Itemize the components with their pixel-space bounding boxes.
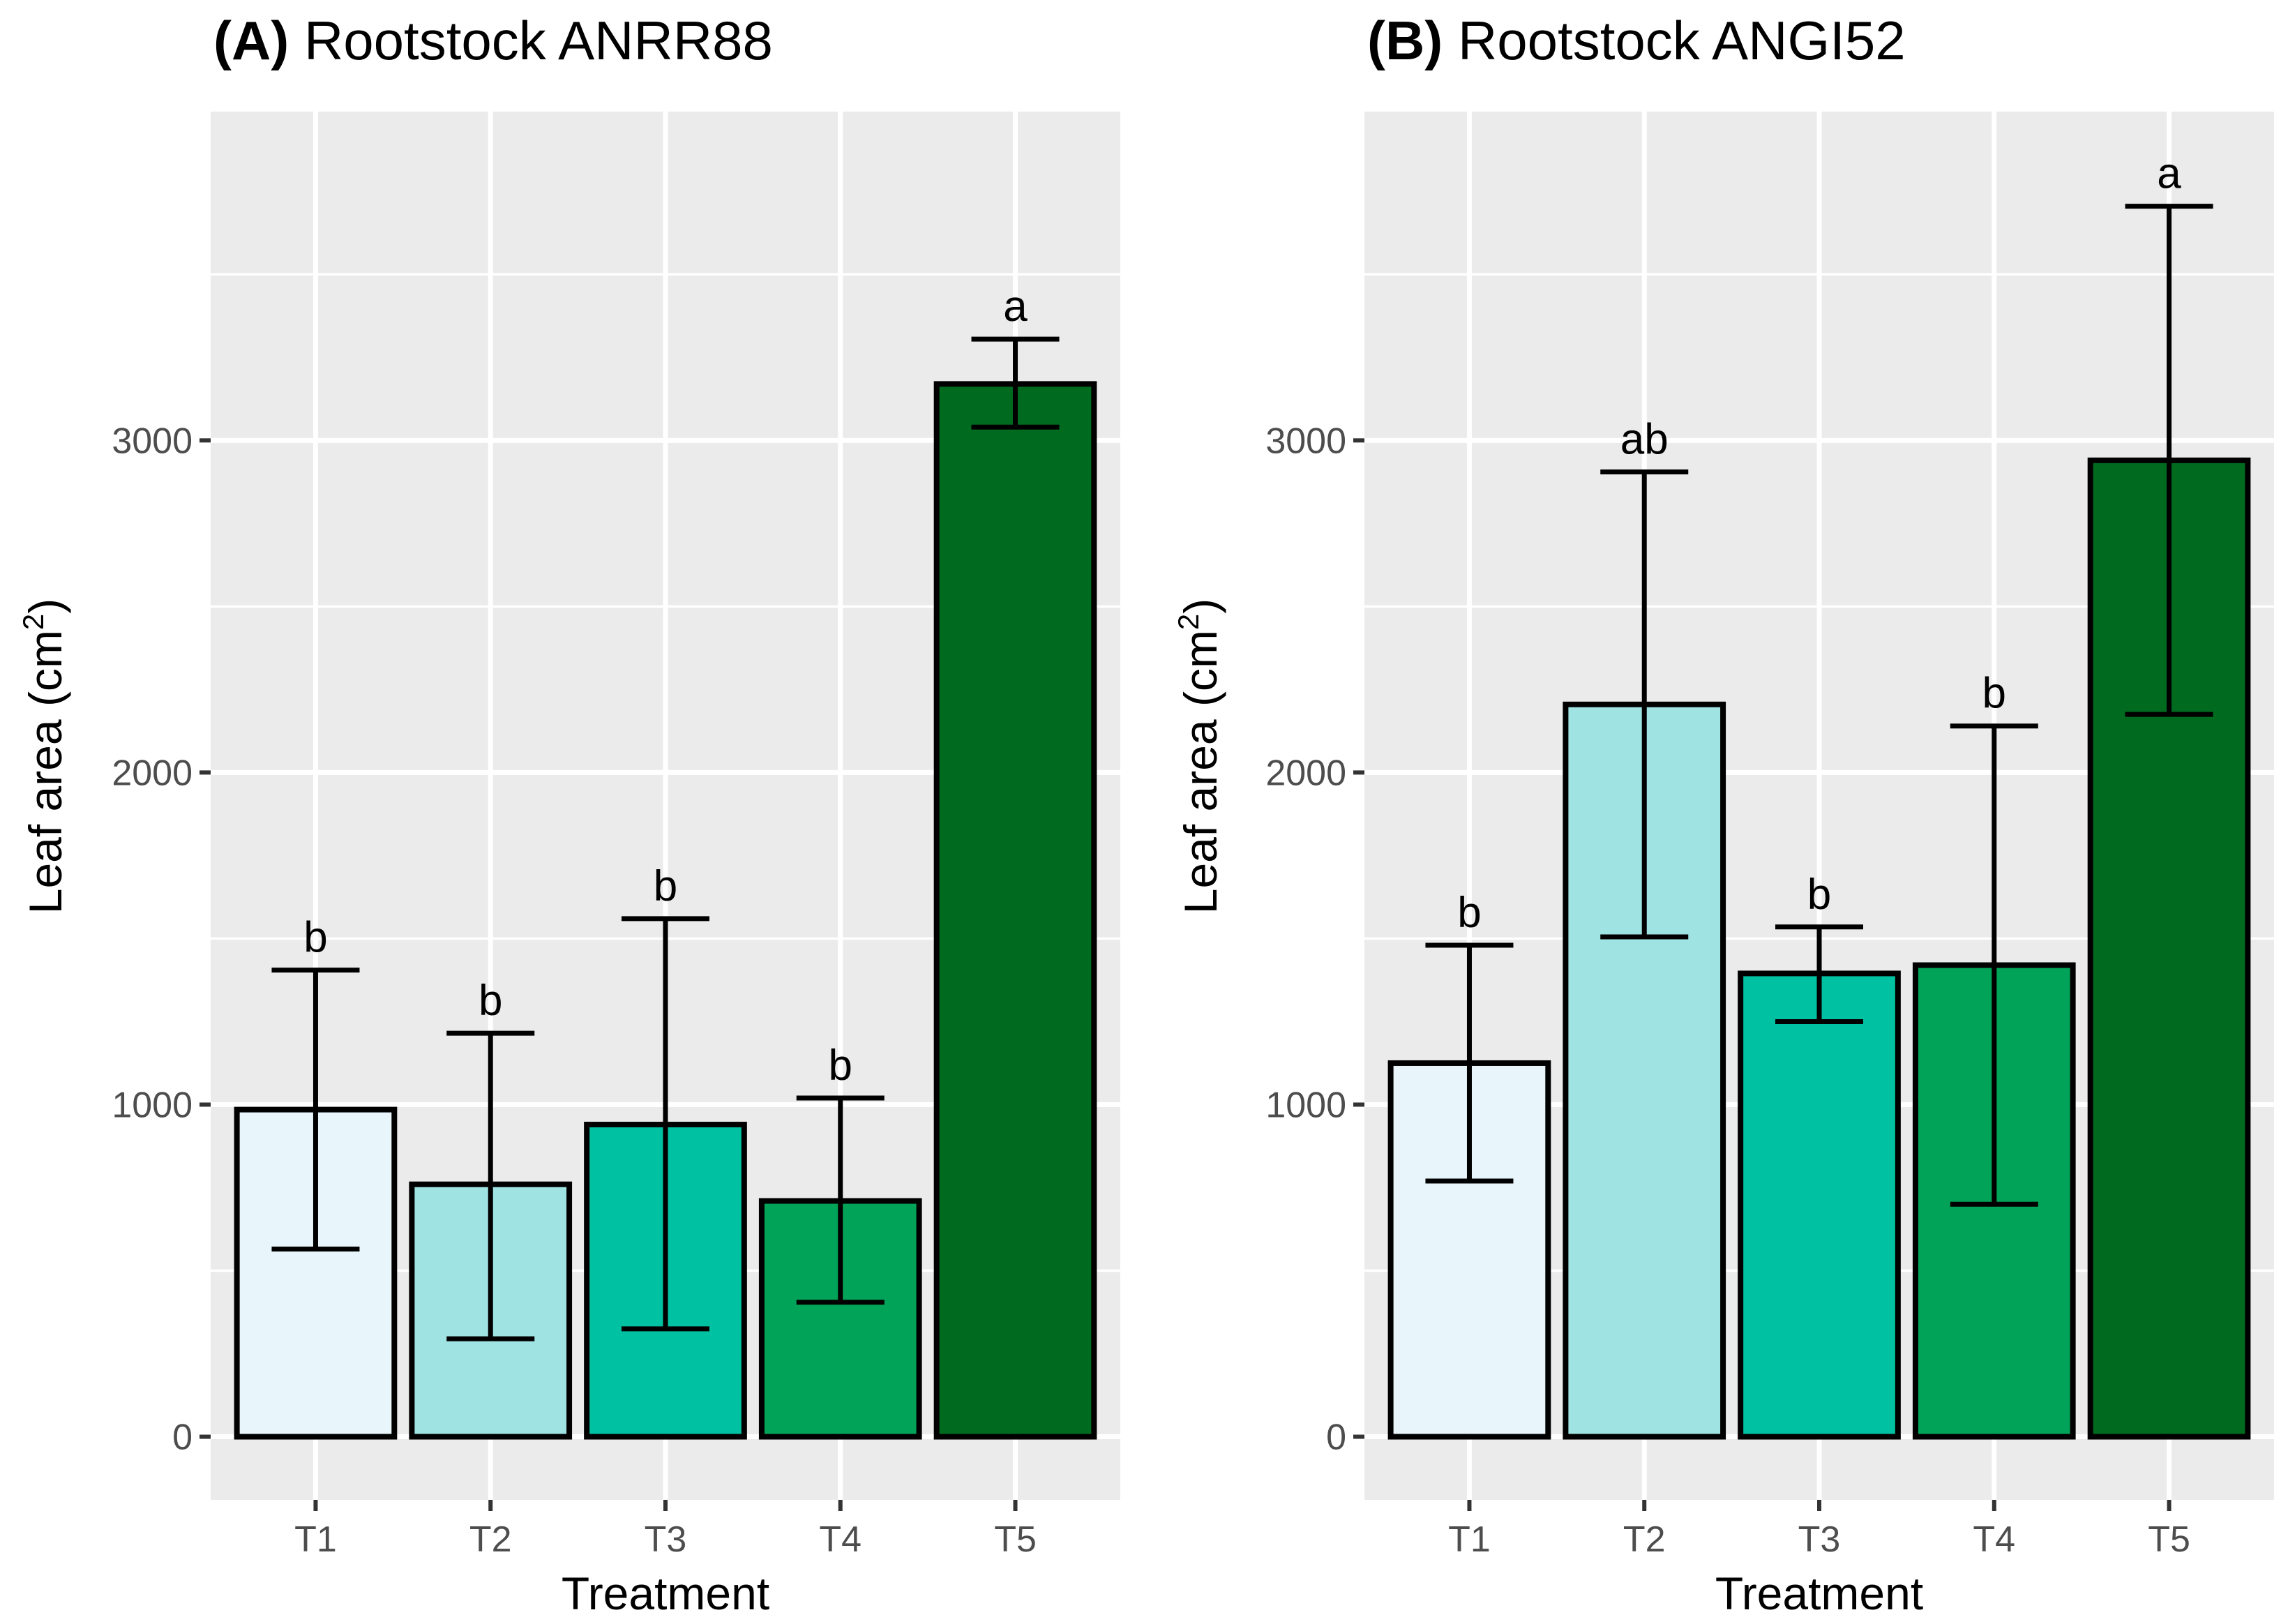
panel-b-x-tick-label-T4: T4 [1973,1519,2015,1560]
panel-b-significance-label-T3: b [1807,871,1831,919]
panel-b-error-bar-T3 [1775,924,1863,1024]
panel-b-bar-T3 [1738,970,1901,1440]
panel-b-x-tick-label-T3: T3 [1798,1519,1841,1560]
panel-b-y-tick-label: 1000 [1265,1085,1346,1125]
panel-a-chart: b b b b a 0 1000 2000 3000 T1 T2 T3 T4 T5 (A) Rootsto… [17,10,1120,1619]
panel-b-x-tick-label-T5: T5 [2148,1519,2190,1560]
panel-b-error-bar-T1 [1425,942,1514,1184]
panel-a-y-axis-title-close: ) [20,599,71,614]
panel-a-error-bar-T3 [622,916,709,1332]
panel-b-y-tick-label: 0 [1326,1418,1346,1458]
panel-a-y-axis-title-sup: 2 [17,614,50,630]
panel-a-y-tick-label: 3000 [112,421,193,461]
panel-a-error-bar-T5 [971,336,1060,430]
panel-b-error-bar-T4 [1950,723,2038,1207]
panel-b-x-tick-label-T1: T1 [1448,1519,1491,1560]
panel-a-significance-label-T4: b [829,1042,852,1090]
panel-b-y-tick-label: 2000 [1265,753,1346,793]
panel-b-y-axis-title-close: ) [1175,599,1226,614]
panel-b-significance-label-T5: a [2157,150,2181,198]
panel-a-error-bar-T2 [446,1030,535,1341]
panel-a-y-axis-title: Leaf area (cm2) [17,599,71,915]
panel-a-significance-label-T3: b [654,862,677,910]
panel-a-x-tick-label-T2: T2 [469,1519,512,1560]
panel-b-title: (B) Rootstock ANGI52 [1367,10,1906,71]
panel-a-x-tick-label-T3: T3 [645,1519,687,1560]
panel-a-x-tick-label-T5: T5 [994,1519,1037,1560]
panel-a-significance-label-T2: b [479,977,502,1025]
panel-a-y-tick-label: 2000 [112,753,193,793]
panel-b-significance-label-T1: b [1457,889,1481,937]
panel-b-title-text: Rootstock ANGI52 [1458,10,1906,71]
panel-a-y-tick-label: 1000 [112,1085,193,1125]
panel-b-y-tick-label: 3000 [1265,421,1346,461]
panel-a-error-bar-T1 [271,968,360,1252]
panel-b-title-tag: (B) [1367,10,1443,71]
panel-b-significance-label-T4: b [1982,670,2006,718]
panel-a-title-text: Rootstock ANRR88 [304,10,773,71]
panel-a-significance-label-T1: b [303,914,327,962]
panel-b-chart: b ab b b a 0 1000 2000 3000 T1 T2 T3 T4 T5 (B) Rootst… [1172,10,2274,1619]
panel-b-significance-label-T2: ab [1620,416,1669,464]
panel-b-y-axis-title: Leaf area (cm2) [1172,599,1226,915]
panel-a-x-tick-label-T1: T1 [294,1519,337,1560]
panel-b-y-axis-title-sup: 2 [1172,614,1205,630]
panel-b-x-tick-label-T2: T2 [1623,1519,1666,1560]
panel-a-title: (A) Rootstock ANRR88 [213,10,773,71]
panel-b-y-axis-title-main: Leaf area (cm [1175,630,1226,914]
panel-b-x-axis-title: Treatment [1715,1567,1923,1619]
panel-a-y-axis-title-main: Leaf area (cm [20,630,71,914]
panel-a-bar-T1 [234,1106,398,1440]
panel-a-significance-label-T5: a [1003,283,1028,331]
panel-a-y-tick-label: 0 [172,1418,193,1458]
panel-a-bar-T5 [933,381,1097,1440]
panel-b-error-bar-T2 [1600,469,1689,940]
panel-a-x-axis-title: Treatment [562,1567,769,1619]
panel-a-x-tick-label-T4: T4 [819,1519,861,1560]
panel-b-error-bar-T5 [2125,204,2213,717]
panel-a-error-bar-T4 [796,1095,885,1305]
panel-a-title-tag: (A) [213,10,289,71]
